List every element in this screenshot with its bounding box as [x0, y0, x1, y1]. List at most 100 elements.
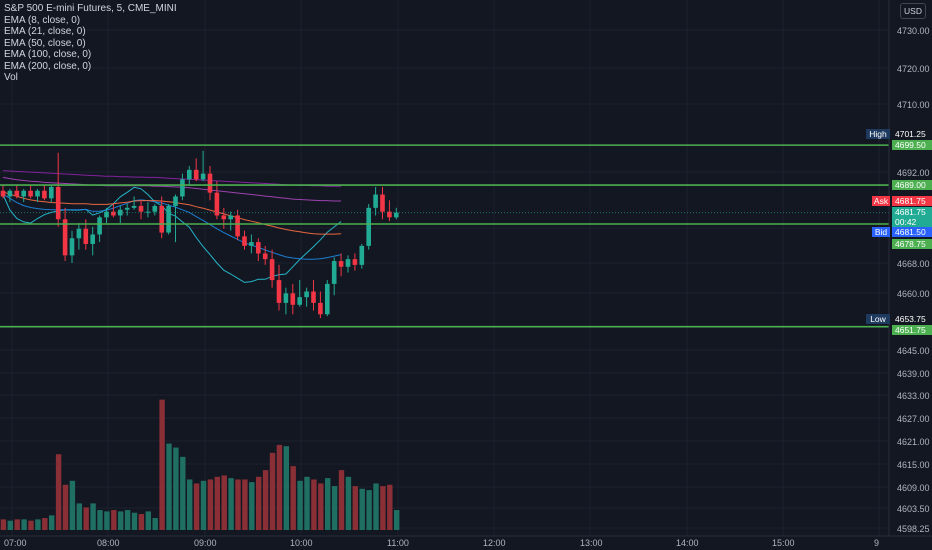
level-tag-1[interactable]: 4699.50	[892, 140, 932, 150]
volume-bar	[318, 483, 324, 530]
candle-body	[193, 169, 199, 180]
indicator-ema-50[interactable]: EMA (50, close, 0)	[4, 37, 86, 49]
volume-bar	[97, 510, 103, 530]
volume-bar	[214, 476, 220, 530]
candle-body	[249, 242, 254, 246]
volume-bar	[387, 484, 393, 530]
volume-bar	[325, 478, 331, 530]
volume-bar	[331, 486, 338, 530]
price-tick: 4668.00	[897, 259, 930, 269]
time-tick: 11:00	[387, 538, 409, 548]
volume-bar	[104, 511, 110, 530]
candle-body	[297, 297, 302, 305]
volume-bar	[124, 510, 131, 530]
symbol-title[interactable]: S&P 500 E-mini Futures, 5, CME_MINI	[4, 3, 177, 14]
grid	[0, 0, 889, 536]
time-tick: 15:00	[772, 538, 795, 548]
candle-body	[55, 186, 61, 220]
price-tick: 4627.00	[897, 414, 930, 424]
candle-body	[83, 228, 89, 244]
candle-body	[256, 242, 261, 254]
indicator-ema-200[interactable]: EMA (200, close, 0)	[4, 60, 92, 72]
candle-body	[14, 190, 20, 197]
candle-body	[325, 283, 330, 315]
candle-body	[7, 190, 13, 197]
indicator-ema-100[interactable]: EMA (100, close, 0)	[4, 49, 92, 60]
indicator-ema-21[interactable]: EMA (21, close, 0)	[4, 26, 86, 37]
volume-bar	[152, 518, 158, 530]
time-tick: 07:00	[4, 538, 27, 548]
level-tag-3[interactable]: 4678.75	[892, 239, 932, 249]
volume-bar	[90, 503, 96, 530]
volume-bar	[262, 470, 269, 530]
price-tick: 4710.00	[897, 100, 930, 110]
currency-button[interactable]: USD	[900, 3, 926, 19]
ask-value: 4681.75	[892, 196, 932, 206]
chart-legend: S&P 500 E-mini Futures, 5, CME_MINI EMA …	[4, 3, 177, 84]
volume-bar	[276, 444, 283, 530]
candle-body	[200, 173, 206, 180]
volume-bar	[166, 443, 172, 530]
candle-body	[76, 228, 82, 239]
price-tick: 4609.00	[897, 483, 930, 493]
volume-bar	[187, 479, 193, 530]
volume-bar	[0, 519, 7, 530]
volume-bar	[352, 486, 358, 530]
volume-bar	[380, 486, 386, 530]
volume-bar	[242, 479, 248, 530]
bid-value: 4681.50	[892, 227, 932, 237]
volume-bar	[173, 447, 179, 530]
candle-body	[276, 280, 282, 303]
indicator-ema-8[interactable]: EMA (8, close, 0)	[4, 14, 81, 26]
volume-bar	[159, 399, 165, 530]
volume-bar	[83, 507, 89, 530]
candle-body	[35, 190, 40, 197]
price-tick: 4645.00	[897, 346, 930, 356]
time-tick: 9	[874, 538, 880, 548]
volume-bar	[21, 519, 27, 530]
indicator-volume[interactable]: Vol	[4, 72, 18, 83]
level-tag-4[interactable]: 4651.75	[892, 325, 932, 335]
candle-body	[187, 169, 192, 180]
level-lines[interactable]	[0, 144, 889, 328]
time-tick: 13:00	[580, 538, 603, 548]
time-tick: 09:00	[194, 538, 217, 548]
price-tick: 4692.00	[897, 168, 930, 178]
candle-body	[166, 205, 171, 233]
candle-body	[283, 293, 289, 303]
volume-bar	[394, 510, 400, 530]
volume-bar	[311, 479, 317, 530]
time-tick: 10:00	[290, 538, 313, 548]
volume-bar	[366, 490, 372, 530]
ema-lines	[2, 170, 342, 283]
candle-body	[387, 211, 392, 218]
volume-bar	[131, 512, 138, 530]
candle-body	[338, 261, 344, 267]
candle-body	[97, 217, 102, 235]
volume-bars	[0, 399, 400, 530]
candle-body	[207, 173, 213, 193]
candle-body	[242, 236, 247, 246]
time-tick: 12:00	[483, 538, 506, 548]
price-tick: 4603.50	[897, 504, 930, 514]
time-tick: 14:00	[676, 538, 699, 548]
candle-body	[62, 219, 68, 256]
volume-bar	[235, 479, 241, 530]
time-tick: 08:00	[97, 538, 120, 548]
candle-body	[331, 261, 337, 284]
candle-body	[373, 194, 378, 208]
candle-body	[0, 190, 6, 197]
candle-body	[290, 293, 296, 305]
candle-body	[90, 234, 95, 244]
last-price: 4681.75	[892, 207, 932, 217]
volume-bar	[145, 511, 151, 530]
price-tick: 4615.00	[897, 460, 930, 470]
volume-bar	[221, 475, 227, 530]
level-tag-2[interactable]: 4689.00	[892, 180, 932, 190]
price-tick: 4621.00	[897, 437, 930, 447]
volume-bar	[269, 452, 276, 530]
candle-body	[42, 190, 47, 199]
candle-body	[380, 194, 385, 212]
high-value: 4701.25	[892, 129, 932, 139]
